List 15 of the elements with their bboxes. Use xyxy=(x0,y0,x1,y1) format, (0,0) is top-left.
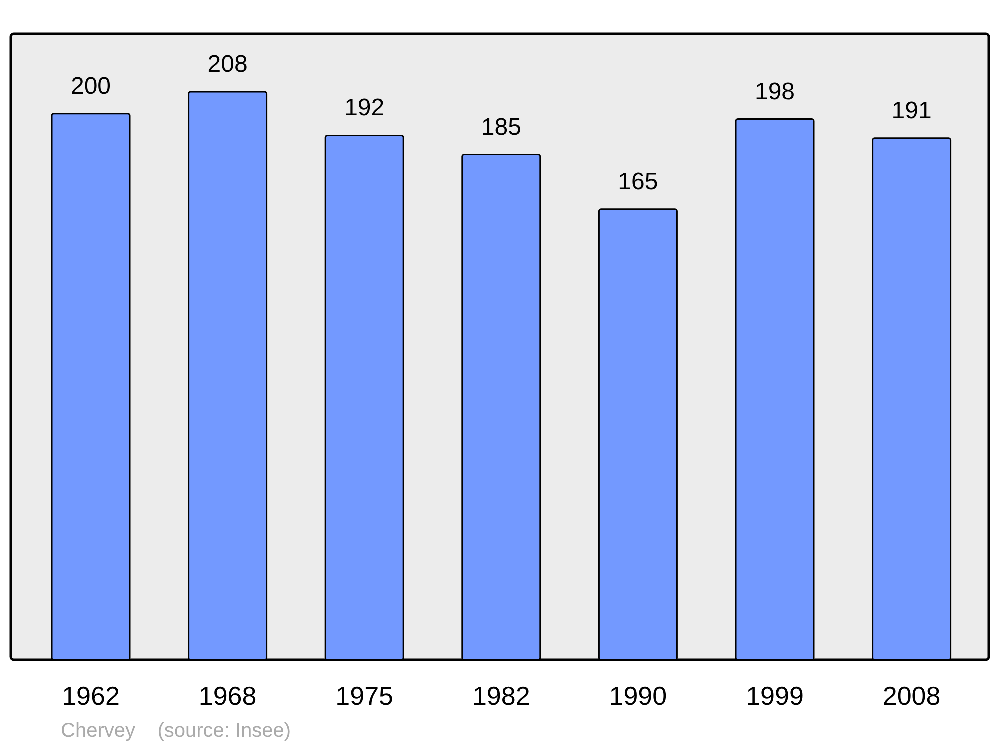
data-label: 165 xyxy=(618,168,658,196)
data-label: 198 xyxy=(754,78,796,106)
text: Chervey (source: Insee) xyxy=(61,720,292,742)
x-tick-label: 1999 xyxy=(746,681,804,711)
x-tick-label: 1962 xyxy=(62,681,120,711)
data-label: 200 xyxy=(70,72,112,100)
data-label: 192 xyxy=(344,94,385,122)
data-label: 208 xyxy=(208,51,248,78)
x-tick-label: 1975 xyxy=(336,681,394,711)
x-tick-label: 1982 xyxy=(472,681,530,711)
x-tick-label: 1990 xyxy=(609,681,668,711)
data-label: 191 xyxy=(892,97,932,124)
x-tick-label: 1968 xyxy=(198,681,257,711)
data-label: 185 xyxy=(481,114,522,141)
x-tick-label: 2008 xyxy=(882,681,941,711)
